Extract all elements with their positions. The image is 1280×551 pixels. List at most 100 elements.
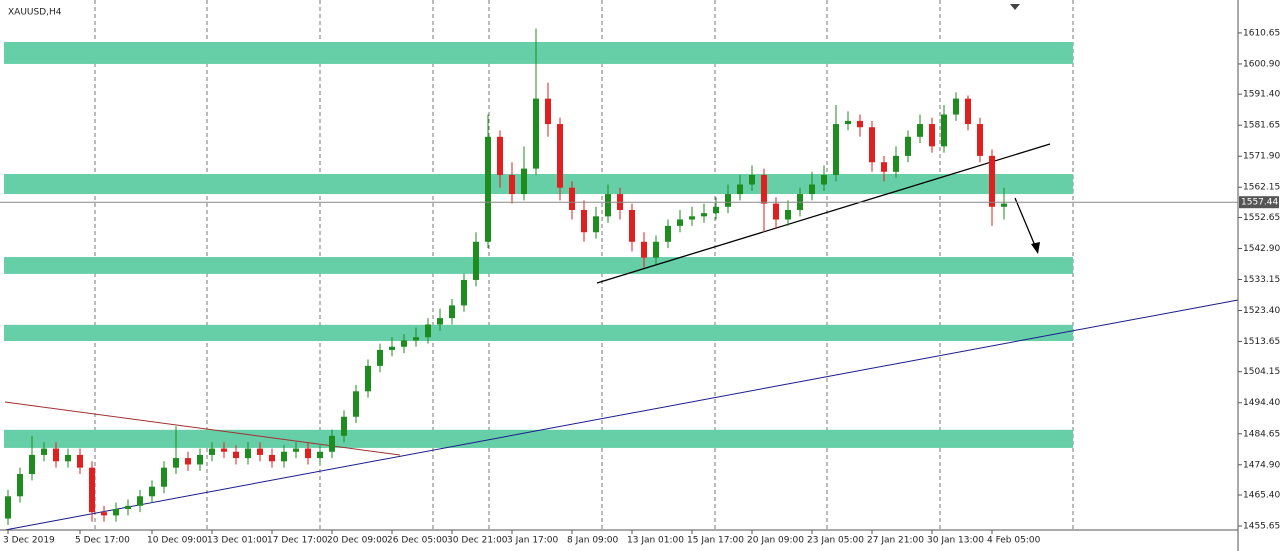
y-tick-label: 1513.65 xyxy=(1243,337,1280,347)
candle-body xyxy=(977,124,983,156)
y-tick-label: 1591.40 xyxy=(1243,90,1280,100)
candle-body xyxy=(113,509,119,516)
candle-body xyxy=(29,454,35,475)
candle-body xyxy=(857,120,863,128)
candle-body xyxy=(41,448,47,455)
candles xyxy=(5,28,1007,525)
y-tick-label: 1600.90 xyxy=(1243,59,1280,69)
candle-body xyxy=(233,451,239,459)
candle-body xyxy=(629,209,635,242)
candle-body xyxy=(353,391,359,417)
candle-body xyxy=(905,136,911,156)
candle-body xyxy=(773,203,779,220)
candle-body xyxy=(293,448,299,452)
candle-body xyxy=(485,136,491,242)
candle-body xyxy=(965,98,971,125)
candle-body xyxy=(5,496,11,519)
support-zone xyxy=(4,257,1073,274)
support-zone xyxy=(4,174,1073,195)
x-tick-label: 3 Dec 2019 xyxy=(3,536,55,546)
candle-body xyxy=(701,213,707,217)
candle-body xyxy=(17,474,23,497)
candle-body xyxy=(149,486,155,497)
y-tick-label: 1610.65 xyxy=(1243,28,1280,38)
chart-title: XAUUSD,H4 xyxy=(8,8,62,18)
candle-body xyxy=(125,505,131,510)
candle-body xyxy=(869,127,875,163)
x-tick-label: 5 Dec 17:00 xyxy=(75,536,130,546)
candle-body xyxy=(557,124,563,188)
x-tick-label: 23 Jan 05:00 xyxy=(807,536,864,546)
x-tick-label: 20 Dec 09:00 xyxy=(327,536,388,546)
candle-body xyxy=(521,168,527,195)
y-tick-label: 1494.40 xyxy=(1243,398,1280,408)
candle-body xyxy=(881,162,887,172)
x-tick-label: 8 Jan 09:00 xyxy=(567,536,619,546)
candle-body xyxy=(809,184,815,195)
candle-body xyxy=(845,120,851,125)
candle-body xyxy=(137,496,143,506)
y-tick-label: 1562.15 xyxy=(1243,183,1280,193)
candle-body xyxy=(329,435,335,452)
candle-body xyxy=(197,454,203,465)
candle-body xyxy=(221,448,227,452)
candle-body xyxy=(833,124,839,175)
candle-body xyxy=(737,184,743,195)
x-tick-label: 30 Dec 21:00 xyxy=(447,536,508,546)
candle-body xyxy=(173,458,179,468)
candle-body xyxy=(929,124,935,147)
candle-body xyxy=(53,448,59,462)
trendline xyxy=(596,143,1051,284)
y-tick-label: 1542.90 xyxy=(1243,244,1280,254)
x-tick-label: 4 Feb 05:00 xyxy=(987,536,1041,546)
candle-body xyxy=(437,318,443,325)
x-tick-label: 15 Jan 17:00 xyxy=(687,536,744,546)
x-tick-label: 27 Jan 21:00 xyxy=(867,536,924,546)
y-tick-label: 1465.40 xyxy=(1243,491,1280,501)
candle-body xyxy=(1001,203,1007,207)
candle-body xyxy=(317,451,323,459)
candle-body xyxy=(425,324,431,338)
y-tick-label: 1484.65 xyxy=(1243,429,1280,439)
candle-body xyxy=(533,98,539,169)
candle-body xyxy=(725,194,731,207)
candle-body xyxy=(677,219,683,226)
y-tick-label: 1533.15 xyxy=(1243,275,1280,285)
candle-body xyxy=(377,349,383,366)
y-tick-label: 1552.65 xyxy=(1243,213,1280,223)
candle-body xyxy=(749,174,755,185)
candle-body xyxy=(101,512,107,516)
candle-body xyxy=(941,114,947,147)
candle-body xyxy=(497,136,503,175)
candle-body xyxy=(581,209,587,233)
candle-body xyxy=(509,174,515,195)
candle-body xyxy=(785,209,791,220)
candle-body xyxy=(953,98,959,115)
candle-body xyxy=(989,155,995,207)
support-zone xyxy=(4,429,1073,448)
x-tick-label: 20 Jan 09:00 xyxy=(747,536,804,546)
support-zone xyxy=(4,324,1073,342)
candle-body xyxy=(713,206,719,214)
candle-body xyxy=(365,365,371,392)
candle-body xyxy=(257,448,263,455)
x-tick-label: 26 Dec 05:00 xyxy=(387,536,448,546)
x-tick-label: 17 Dec 17:00 xyxy=(267,536,328,546)
x-tick-label: 3 Jan 17:00 xyxy=(507,536,559,546)
candle-body xyxy=(893,155,899,172)
candle-body xyxy=(185,458,191,465)
arrow xyxy=(1014,197,1037,249)
candle-body xyxy=(593,216,599,233)
candle-body xyxy=(269,454,275,462)
candle-body xyxy=(89,467,95,513)
y-tick-label: 1581.65 xyxy=(1243,121,1280,131)
candle-body xyxy=(401,340,407,347)
y-tick-label: 1523.40 xyxy=(1243,306,1280,316)
support-zone xyxy=(4,41,1073,64)
candle-body xyxy=(569,187,575,210)
scroll-marker xyxy=(1010,4,1020,10)
current-price-box xyxy=(1239,196,1279,209)
y-tick-label: 1455.65 xyxy=(1243,522,1280,532)
y-tick-label: 1571.90 xyxy=(1243,152,1280,162)
